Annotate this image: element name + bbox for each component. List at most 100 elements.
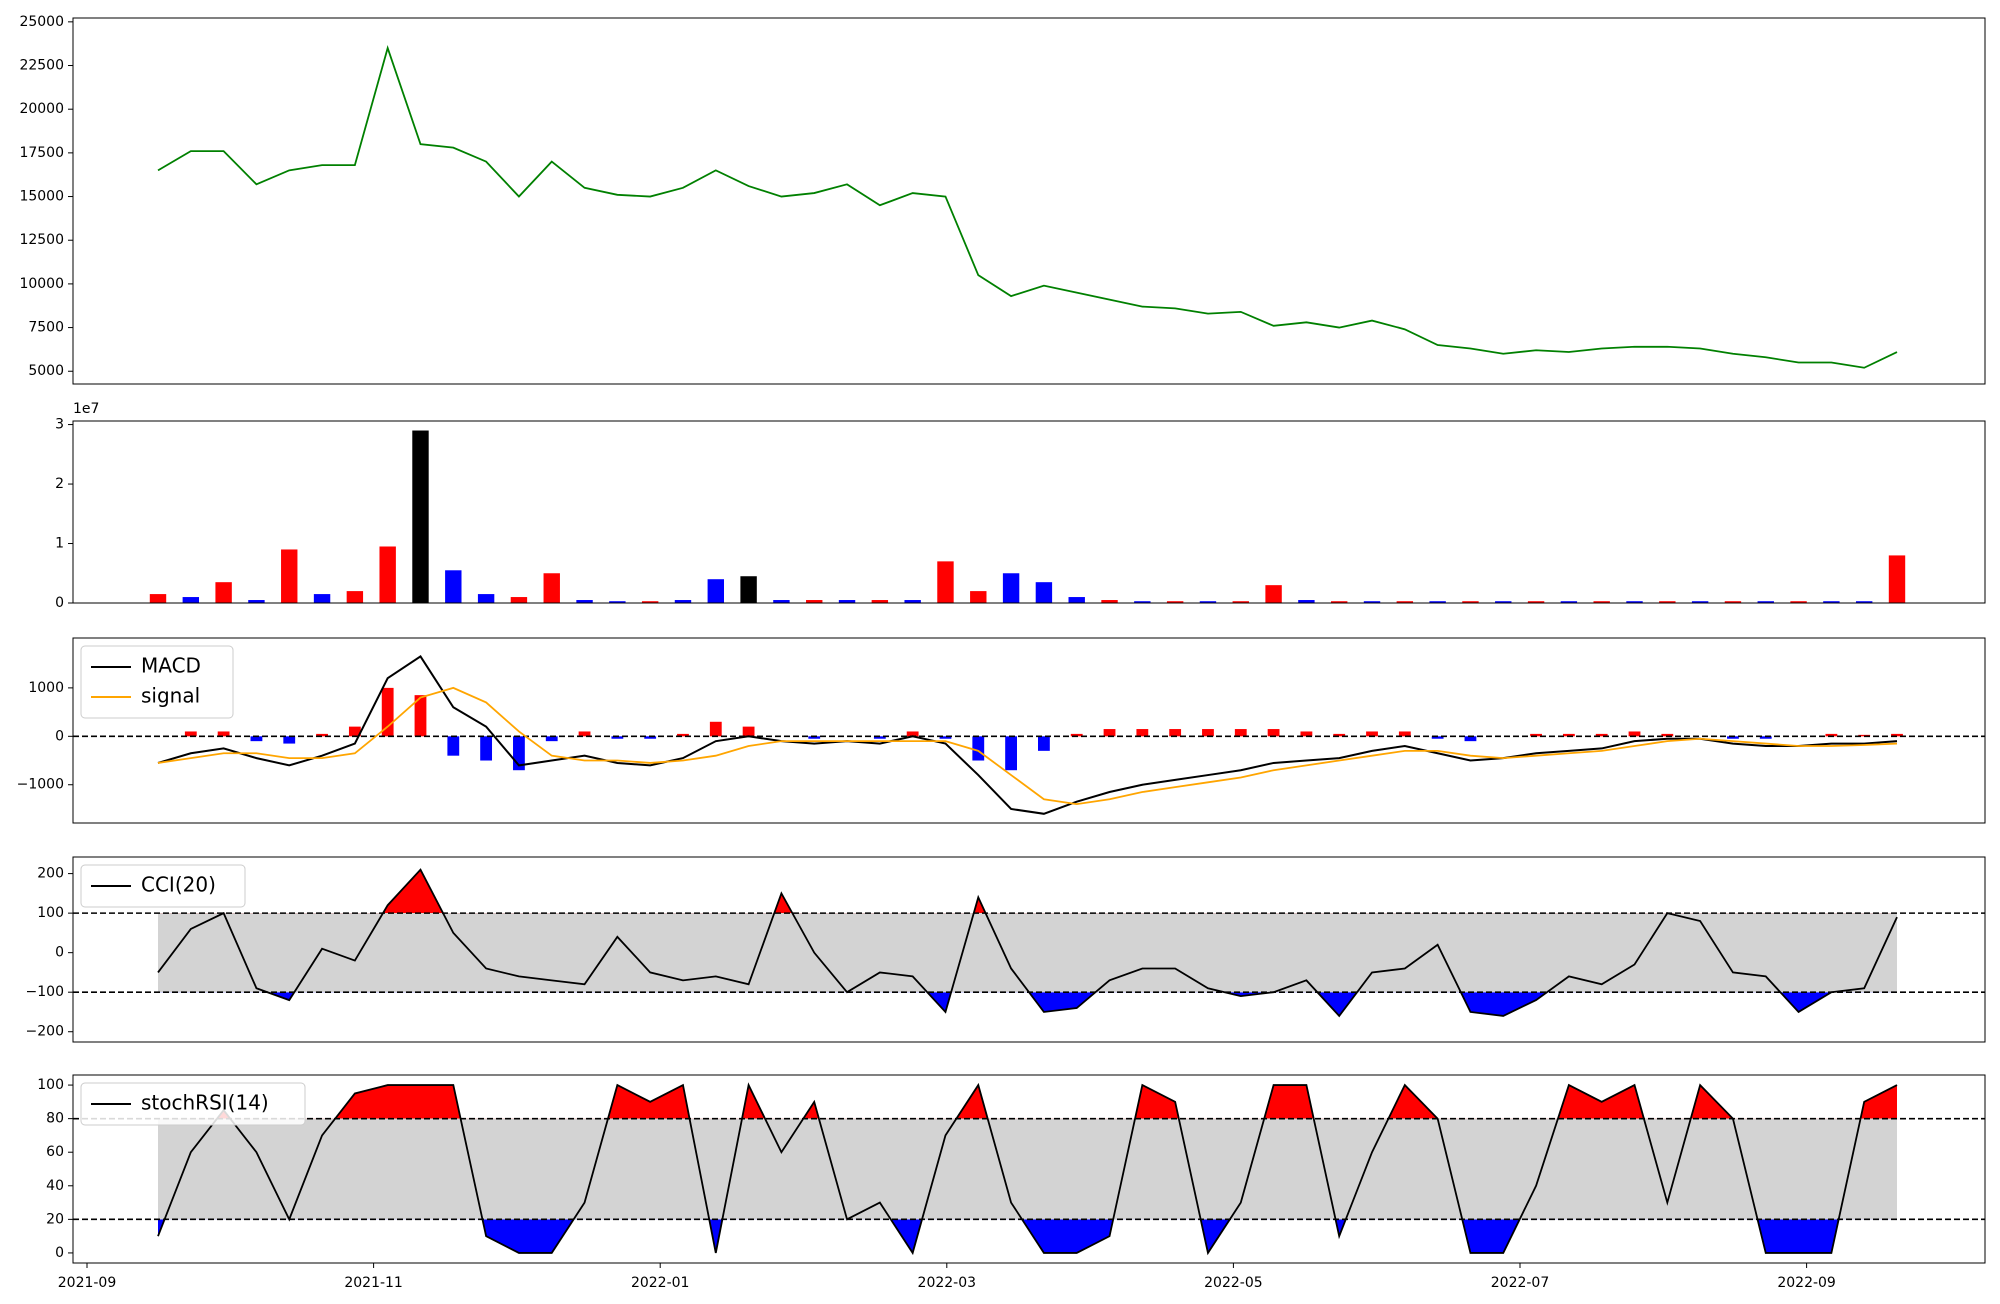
histogram-bar [1398,731,1411,737]
volume-bar [379,546,396,603]
volume-bar [1331,601,1348,603]
histogram-bar [545,736,558,742]
plot-area [73,1082,1985,1256]
histogram-bar [1562,733,1575,737]
y-tick-label: 40 [46,1178,64,1194]
series-line [157,868,1898,1018]
volume-bar [1068,597,1085,603]
y-tick-label: 7500 [28,320,64,336]
histogram-bar [972,736,985,761]
volume-bar [1626,601,1643,603]
histogram-bar [1628,731,1641,737]
y-tick-label: 25000 [19,14,64,30]
histogram-bar [250,736,263,742]
x-tick-label: 2022-09 [1777,1275,1836,1291]
volume-bar [1593,601,1610,603]
plot-area [73,655,1985,815]
threshold-band [158,913,1897,993]
volume-bar [838,600,856,603]
volume-bar [1790,601,1807,603]
y-tick-label: 1000 [28,680,64,696]
volume-bar [543,573,560,603]
volume-bar [937,561,954,603]
volume-bar [1462,601,1479,603]
histogram-bar [1825,733,1838,737]
histogram-bar [1333,733,1346,737]
series-line [157,655,1898,815]
histogram-bar [1891,733,1903,737]
x-tick-label: 2022-01 [631,1275,690,1291]
legend-label: stochRSI(14) [141,1091,269,1115]
histogram-bar [1530,733,1542,737]
x-tick-label: 2021-09 [58,1275,117,1291]
y-tick-label: 0 [55,595,64,611]
volume-bar [1166,601,1184,603]
histogram-bar [578,731,591,737]
histogram-bar [283,736,296,744]
legend-label: signal [141,684,200,708]
histogram-bar [414,695,427,737]
y-tick-label: 3 [55,417,64,433]
volume-bar [1199,601,1217,603]
volume-bar [1101,600,1118,603]
y-tick-label: 60 [46,1144,64,1160]
y-tick-label: −100 [26,984,64,1000]
volume-bar [1232,601,1249,603]
histogram-bar [644,736,657,739]
volume-bar [1298,600,1315,603]
volume-bar [904,600,921,603]
plot-area [73,868,1985,1018]
volume-bar [1888,555,1906,603]
volume-bar [1035,582,1053,603]
volume-bar [215,582,232,603]
y-tick-label: 0 [55,728,64,744]
volume-bar [707,579,724,603]
y-tick-label: 10000 [19,276,64,292]
volume-bar [1757,601,1774,603]
y-tick-label: 0 [55,1245,64,1261]
volume-bar [1429,601,1446,603]
histogram-bar [873,736,886,739]
histogram-bar [1267,729,1280,737]
histogram-bar [1300,731,1313,737]
histogram-bar [709,721,722,737]
overbought-fill [158,1085,1897,1119]
histogram-bar [1202,729,1214,737]
volume-bar [1002,573,1020,603]
volume-bar [1724,601,1742,603]
histogram-bar [1070,733,1083,737]
x-tick-label: 2022-03 [918,1275,977,1291]
y-tick-label: 2 [55,476,64,492]
series-line [157,1082,1898,1256]
x-tick-label: 2022-05 [1204,1275,1263,1291]
axes-frame [72,637,1986,824]
volume-bar [346,591,364,603]
histogram-bar [1464,736,1477,742]
histogram-bar [381,687,394,737]
series-line [157,45,1898,369]
volume-bar [281,549,298,603]
y-tick-label: 22500 [19,58,64,74]
histogram-bar [447,736,460,756]
volume-bar [970,591,987,603]
histogram-bar [1595,733,1608,737]
histogram-bar [677,733,689,737]
y-tick-label: 5000 [28,363,64,379]
histogram-bar [480,736,493,761]
volume-bar [806,600,823,603]
histogram-bar [742,726,755,737]
volume-bar [248,600,265,603]
volume-bar [1396,601,1414,603]
y-tick-label: 80 [46,1111,64,1127]
offset-label: 1e7 [73,401,99,417]
y-tick-label: 20 [46,1211,64,1227]
plot-area [157,45,1898,369]
volume-bar [1855,601,1873,603]
oversold-fill [158,1219,1897,1253]
volume-bar [477,594,495,603]
histogram-bar [513,736,525,771]
legend-box [80,1082,306,1126]
y-tick-label: 17500 [19,145,64,161]
volume-bar [182,597,200,603]
legend-label: MACD [141,654,201,678]
